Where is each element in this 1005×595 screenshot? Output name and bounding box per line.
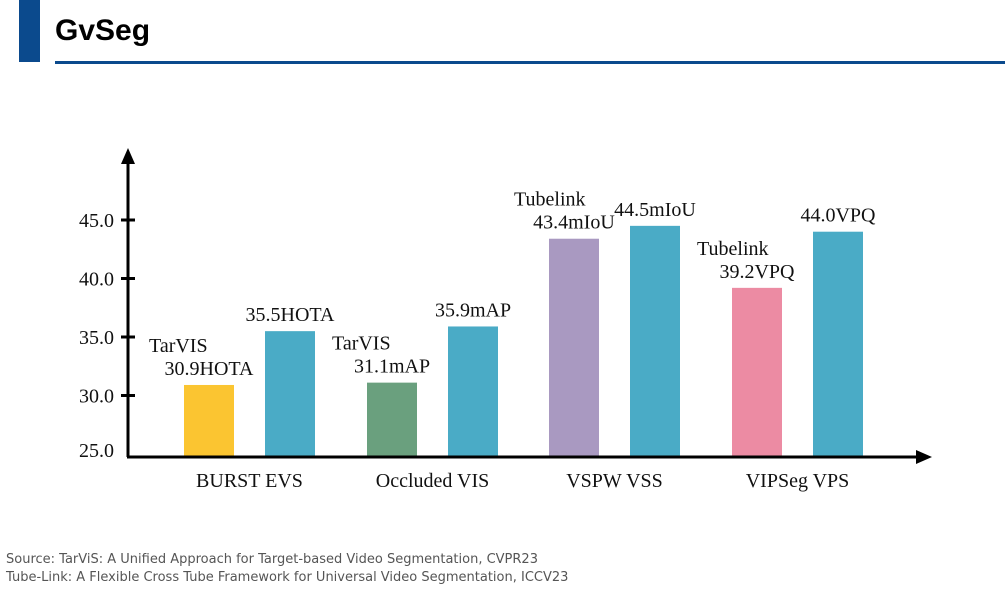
bar-value-label: 31.1mAP bbox=[354, 356, 430, 378]
bar-value-label: 39.2VPQ bbox=[719, 261, 795, 283]
bar-tubelink-vspw-vss bbox=[549, 238, 599, 456]
x-tick-label: VIPSeg VPS bbox=[746, 470, 850, 492]
title-underline bbox=[55, 61, 1005, 64]
x-axis-arrow-icon bbox=[916, 450, 932, 464]
bars bbox=[184, 225, 863, 456]
bar-value-label: 43.4mIoU bbox=[533, 212, 615, 234]
bar-tarvis-burst-evs bbox=[184, 384, 234, 456]
x-axis-labels: BURST EVS Occluded VIS VSPW VSS VIPSeg VPS bbox=[196, 470, 849, 492]
bar-value-label: TarVIS bbox=[149, 335, 208, 357]
bar-tarvis-occluded-vis bbox=[367, 382, 417, 456]
bar-value-label: 35.9mAP bbox=[435, 299, 511, 321]
bar-gvseg-occluded-vis bbox=[448, 326, 498, 456]
y-tick-label: 25.0 bbox=[79, 440, 114, 462]
bar-value-label: TarVIS bbox=[332, 333, 391, 355]
title-accent-bar bbox=[19, 0, 40, 62]
bar-value-label: Tubelink bbox=[697, 238, 769, 260]
page-title: GvSeg bbox=[55, 14, 151, 47]
bar-gvseg-vspw-vss bbox=[630, 225, 680, 456]
y-tick-label: 45.0 bbox=[79, 210, 114, 232]
bar-gvseg-burst-evs bbox=[265, 331, 315, 456]
bar-value-label: 44.5mIoU bbox=[614, 199, 696, 221]
source-line-1: Source: TarViS: A Unified Approach for T… bbox=[6, 552, 538, 567]
y-tick-label: 35.0 bbox=[79, 327, 114, 349]
bar-value-label: 30.9HOTA bbox=[165, 358, 255, 380]
y-axis-ticks: 25.0 30.0 35.0 40.0 45.0 bbox=[79, 210, 135, 462]
bar-value-label: 35.5HOTA bbox=[246, 304, 336, 326]
axes bbox=[121, 148, 932, 464]
y-tick-label: 40.0 bbox=[79, 269, 114, 291]
x-tick-label: Occluded VIS bbox=[376, 470, 490, 492]
y-tick-label: 30.0 bbox=[79, 386, 114, 408]
y-axis-arrow-icon bbox=[121, 148, 135, 164]
bar-value-label: 44.0VPQ bbox=[800, 205, 876, 227]
bar-labels: TarVIS30.9HOTA35.5HOTATarVIS31.1mAP35.9m… bbox=[149, 189, 876, 380]
bar-chart: 25.030.035.040.045.0 TarVIS30.9HOTA35.5H… bbox=[79, 148, 932, 492]
source-note: Source: TarViS: A Unified Approach for T… bbox=[6, 551, 568, 587]
bar-gvseg-vipseg-vps bbox=[813, 231, 863, 456]
source-line-2: Tube-Link: A Flexible Cross Tube Framewo… bbox=[6, 570, 569, 585]
bar-value-label: Tubelink bbox=[514, 189, 586, 211]
x-tick-label: BURST EVS bbox=[196, 470, 303, 492]
bar-tubelink-vipseg-vps bbox=[732, 287, 782, 456]
x-tick-label: VSPW VSS bbox=[566, 470, 663, 492]
